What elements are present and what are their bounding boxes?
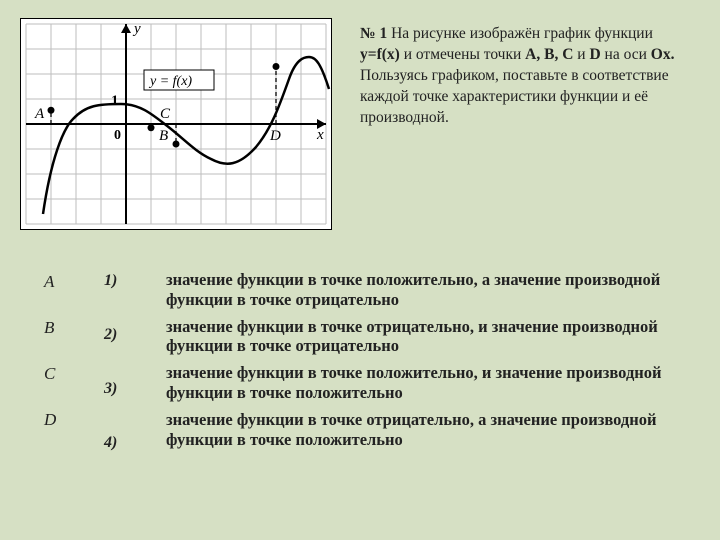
point-label: А bbox=[44, 272, 104, 292]
problem-number: № 1 bbox=[360, 25, 387, 42]
problem-text: № 1 На рисунке изображён гра­фик функции… bbox=[332, 18, 700, 230]
svg-text:1: 1 bbox=[111, 93, 119, 109]
svg-text:y = f(x): y = f(x) bbox=[148, 74, 192, 89]
point-label: D bbox=[44, 410, 104, 430]
function-graph: y x 0 1 y = f(x) A BC D bbox=[20, 18, 332, 230]
svg-text:0: 0 bbox=[114, 128, 121, 143]
svg-text:A: A bbox=[34, 106, 45, 122]
svg-text:y: y bbox=[132, 21, 141, 37]
svg-text:B: B bbox=[159, 128, 168, 144]
points-column: А В С D bbox=[44, 270, 104, 488]
option-number: 3) bbox=[104, 380, 166, 434]
option-description: значение функции в точке отрицательно, и… bbox=[166, 317, 694, 357]
point-label: В bbox=[44, 318, 104, 338]
option-description: значение функции в точке положительно, а… bbox=[166, 270, 694, 310]
option-description: значение функции в точке отрицательно, а… bbox=[166, 410, 694, 450]
point-label: С bbox=[44, 364, 104, 384]
svg-text:D: D bbox=[269, 128, 281, 144]
svg-text:x: x bbox=[316, 127, 324, 143]
numbers-column: 1)2)3)4) bbox=[104, 270, 166, 488]
option-number: 2) bbox=[104, 326, 166, 380]
option-number: 1) bbox=[104, 272, 166, 326]
option-description: значение функции в точке положительно, и… bbox=[166, 363, 694, 403]
descriptions-column: значение функции в точке положительно, а… bbox=[166, 270, 694, 488]
option-number: 4) bbox=[104, 434, 166, 488]
svg-text:C: C bbox=[160, 106, 171, 122]
